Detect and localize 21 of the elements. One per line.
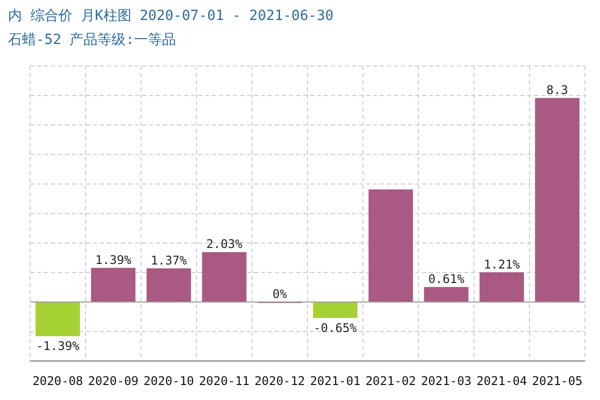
x-tick-label: 2021-05 xyxy=(532,374,583,388)
x-tick-label: 2021-03 xyxy=(420,374,472,388)
x-tick-label: 2020-12 xyxy=(254,374,306,388)
chart-subtitle: 石蜡-52 产品等级:一等品 xyxy=(8,32,176,48)
data-label: 8.3 xyxy=(546,82,568,97)
data-label: 1.21% xyxy=(484,257,521,272)
x-tick-label: 2021-01 xyxy=(310,374,361,388)
data-label: -0.65% xyxy=(314,320,358,335)
x-tick-label: 2021-02 xyxy=(365,374,416,388)
data-label: 1.39% xyxy=(95,252,132,267)
data-label: 1.37% xyxy=(150,253,188,268)
data-label: 0% xyxy=(272,287,288,301)
chart-title: 内 综合价 月K柱图 2020-07-01 - 2021-06-30 xyxy=(8,8,334,24)
x-tick-label: 2021-04 xyxy=(476,374,528,388)
x-tick-label: 2020-09 xyxy=(88,374,139,388)
data-label: 2.03% xyxy=(206,237,244,252)
x-tick-label: 2020-11 xyxy=(198,374,250,388)
data-label: 0.61% xyxy=(428,272,466,286)
x-tick-label: 2020-08 xyxy=(32,374,84,388)
x-tick-label: 2020-10 xyxy=(143,374,194,388)
data-label: -1.39% xyxy=(36,339,80,354)
